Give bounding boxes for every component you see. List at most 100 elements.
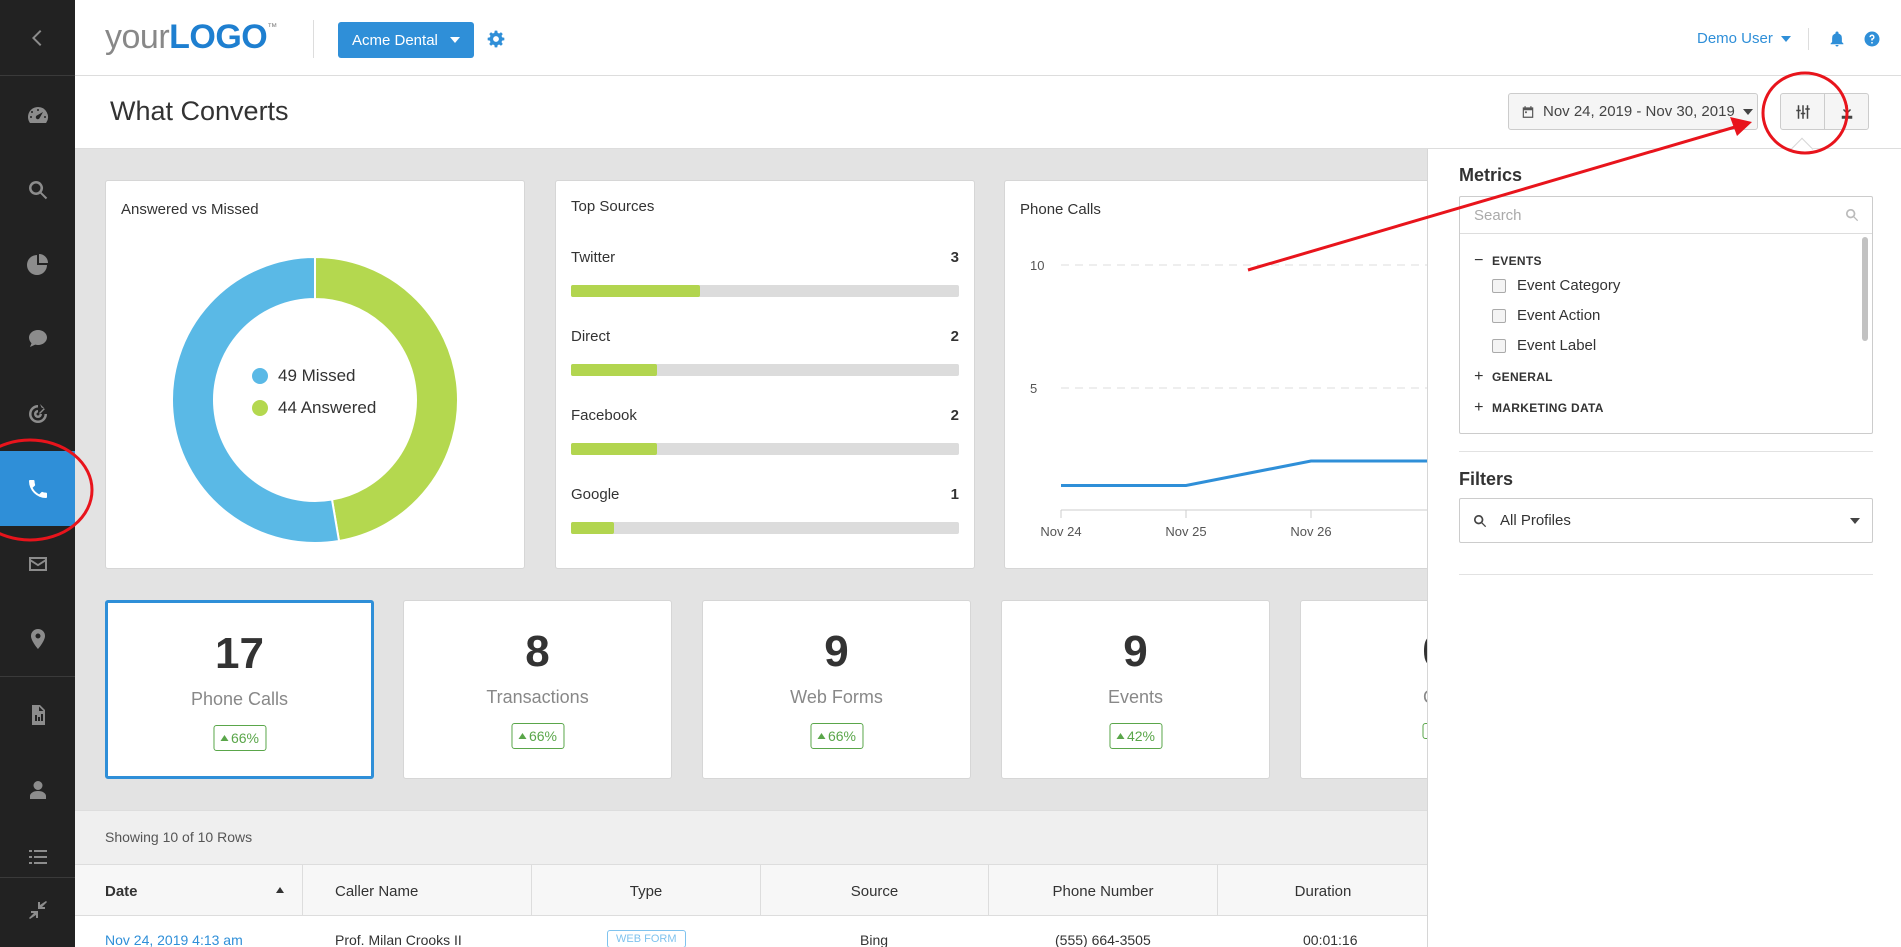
metric-checkbox[interactable] bbox=[1492, 278, 1506, 293]
column-header-duration[interactable]: Duration bbox=[1218, 865, 1428, 917]
stat-tile-transactions[interactable]: 8 Transactions 66% bbox=[403, 600, 672, 779]
column-header-phone-number[interactable]: Phone Number bbox=[989, 865, 1218, 917]
export-button[interactable] bbox=[1824, 93, 1869, 130]
source-value: 2 bbox=[950, 328, 959, 345]
tree-group-label: EVENTS bbox=[1492, 254, 1542, 268]
change-value: 66% bbox=[827, 728, 857, 744]
metric-checkbox[interactable] bbox=[1492, 308, 1506, 323]
compress-view-button[interactable] bbox=[0, 872, 75, 947]
stat-tile-phone-calls[interactable]: 17 Phone Calls 66% bbox=[105, 600, 374, 779]
stat-label: Web Forms bbox=[790, 687, 883, 707]
row-caller-name: Prof. Milan Crooks II bbox=[335, 932, 462, 947]
legend-label-answered: 44 Answered bbox=[278, 398, 377, 417]
metrics-search-input[interactable] bbox=[1460, 197, 1872, 233]
phone-calls-line-chart: 10 5 Nov 24 Nov 25 Nov 26 bbox=[1030, 258, 1428, 539]
collapse-sidebar-button[interactable] bbox=[0, 0, 75, 75]
row-date-link[interactable]: Nov 24, 2019 4:13 am bbox=[105, 932, 243, 947]
expand-plus-icon: + bbox=[1474, 368, 1484, 385]
sidebar-item-search[interactable] bbox=[0, 152, 75, 227]
sidebar-item-tracking[interactable] bbox=[0, 376, 75, 451]
change-badge: 66% bbox=[809, 723, 864, 749]
metric-event-action[interactable]: Event Action bbox=[1492, 307, 1600, 324]
column-header-caller-name[interactable]: Caller Name bbox=[303, 865, 532, 917]
caret-down-icon bbox=[1742, 108, 1753, 115]
gear-icon bbox=[487, 30, 505, 48]
change-value: 42% bbox=[1126, 728, 1156, 744]
account-dropdown-button[interactable]: Acme Dental bbox=[338, 22, 474, 58]
date-range-picker[interactable]: Nov 24, 2019 - Nov 30, 2019 bbox=[1508, 93, 1758, 130]
question-circle-icon bbox=[1864, 31, 1880, 47]
stat-tile-events[interactable]: 9 Events 42% bbox=[1001, 600, 1270, 779]
source-row: Twitter 3 bbox=[571, 249, 959, 297]
dashboard-gauge-icon bbox=[27, 106, 48, 123]
calendar-icon bbox=[1522, 105, 1534, 118]
chevron-left-icon bbox=[31, 29, 41, 46]
donut-slice-missed[interactable] bbox=[171, 255, 341, 544]
sidebar-item-account[interactable] bbox=[0, 752, 75, 827]
trend-up-icon bbox=[517, 733, 526, 739]
source-bar-track bbox=[571, 364, 959, 376]
panel-divider bbox=[1459, 574, 1873, 575]
stat-label: Phone Calls bbox=[190, 689, 289, 709]
sidebar-item-chat[interactable] bbox=[0, 301, 75, 376]
row-type-badge: WEB FORM bbox=[607, 930, 686, 947]
tree-group-events[interactable]: − EVENTS bbox=[1474, 252, 1542, 270]
stat-tile-web-forms[interactable]: 9 Web Forms 66% bbox=[702, 600, 971, 779]
table-row[interactable]: Nov 24, 2019 4:13 am Prof. Milan Crooks … bbox=[75, 916, 1428, 947]
source-bar-track bbox=[571, 443, 959, 455]
sidebar-item-documents[interactable] bbox=[0, 677, 75, 752]
sidebar-item-tasks[interactable] bbox=[0, 827, 75, 877]
metrics-search bbox=[1460, 197, 1872, 234]
profile-filter-select[interactable]: All Profiles bbox=[1459, 498, 1873, 543]
help-button[interactable] bbox=[1863, 30, 1881, 53]
column-header-label: Type bbox=[629, 882, 663, 900]
source-bar-track bbox=[571, 285, 959, 297]
column-header-date[interactable]: Date bbox=[75, 865, 303, 917]
sidebar-divider bbox=[0, 75, 75, 76]
sidebar-item-email[interactable] bbox=[0, 526, 75, 601]
legend-missed: 49 Missed bbox=[252, 366, 355, 386]
compress-arrows-icon bbox=[28, 900, 47, 919]
source-bar-fill bbox=[571, 364, 658, 376]
logo-trademark: ™ bbox=[267, 22, 277, 33]
metric-label: Event Action bbox=[1517, 307, 1601, 324]
collapse-minus-icon: − bbox=[1474, 252, 1484, 269]
metrics-filters-panel: Metrics − EVENTS Event Category Event Ac… bbox=[1427, 149, 1901, 947]
panel-divider bbox=[1459, 451, 1873, 452]
phone-calls-chart-card: Phone Calls 10 5 Nov 24 Nov 25 Nov 26 bbox=[1004, 180, 1444, 569]
sidebar-item-dashboard[interactable] bbox=[0, 77, 75, 152]
rows-info-bar: Showing 10 of 10 Rows bbox=[75, 810, 1428, 864]
expand-plus-icon: + bbox=[1474, 399, 1484, 416]
tree-group-marketing-data[interactable]: + MARKETING DATA bbox=[1474, 399, 1604, 417]
column-header-type[interactable]: Type bbox=[532, 865, 761, 917]
donut-slice-answered[interactable] bbox=[314, 255, 459, 543]
metrics-tree: − EVENTS Event Category Event Action Eve… bbox=[1459, 196, 1873, 434]
metric-event-label[interactable]: Event Label bbox=[1492, 337, 1596, 354]
sidebar-item-reports[interactable] bbox=[0, 226, 75, 301]
source-bar-fill bbox=[571, 522, 615, 534]
card-title: Phone Calls bbox=[1020, 201, 1101, 218]
column-header-source[interactable]: Source bbox=[761, 865, 989, 917]
rows-count-text: Showing 10 of 10 Rows bbox=[105, 829, 253, 845]
account-settings-button[interactable] bbox=[486, 29, 506, 54]
sidebar-item-locations[interactable] bbox=[0, 601, 75, 676]
user-export-icon bbox=[1841, 104, 1852, 119]
notifications-button[interactable] bbox=[1828, 30, 1846, 53]
card-title: Top Sources bbox=[571, 198, 655, 215]
search-icon bbox=[1474, 514, 1487, 527]
column-header-label: Phone Number bbox=[1052, 882, 1154, 900]
change-badge: 42% bbox=[1108, 723, 1163, 749]
tree-group-general[interactable]: + GENERAL bbox=[1474, 368, 1553, 386]
metrics-heading: Metrics bbox=[1459, 165, 1523, 185]
table-header: Date Caller Name Type Source Phone Numbe… bbox=[75, 864, 1428, 917]
user-menu-dropdown[interactable]: Demo User bbox=[1697, 30, 1791, 47]
metrics-settings-button[interactable] bbox=[1780, 93, 1825, 130]
metric-event-category[interactable]: Event Category bbox=[1492, 277, 1620, 294]
sidebar-item-phone-calls[interactable] bbox=[0, 451, 75, 526]
caret-down-icon bbox=[449, 37, 460, 43]
source-name: Google bbox=[571, 486, 620, 503]
source-row: Google 1 bbox=[571, 486, 959, 534]
metrics-scrollbar[interactable] bbox=[1862, 237, 1868, 341]
metric-checkbox[interactable] bbox=[1492, 338, 1506, 353]
source-value: 2 bbox=[950, 407, 959, 424]
